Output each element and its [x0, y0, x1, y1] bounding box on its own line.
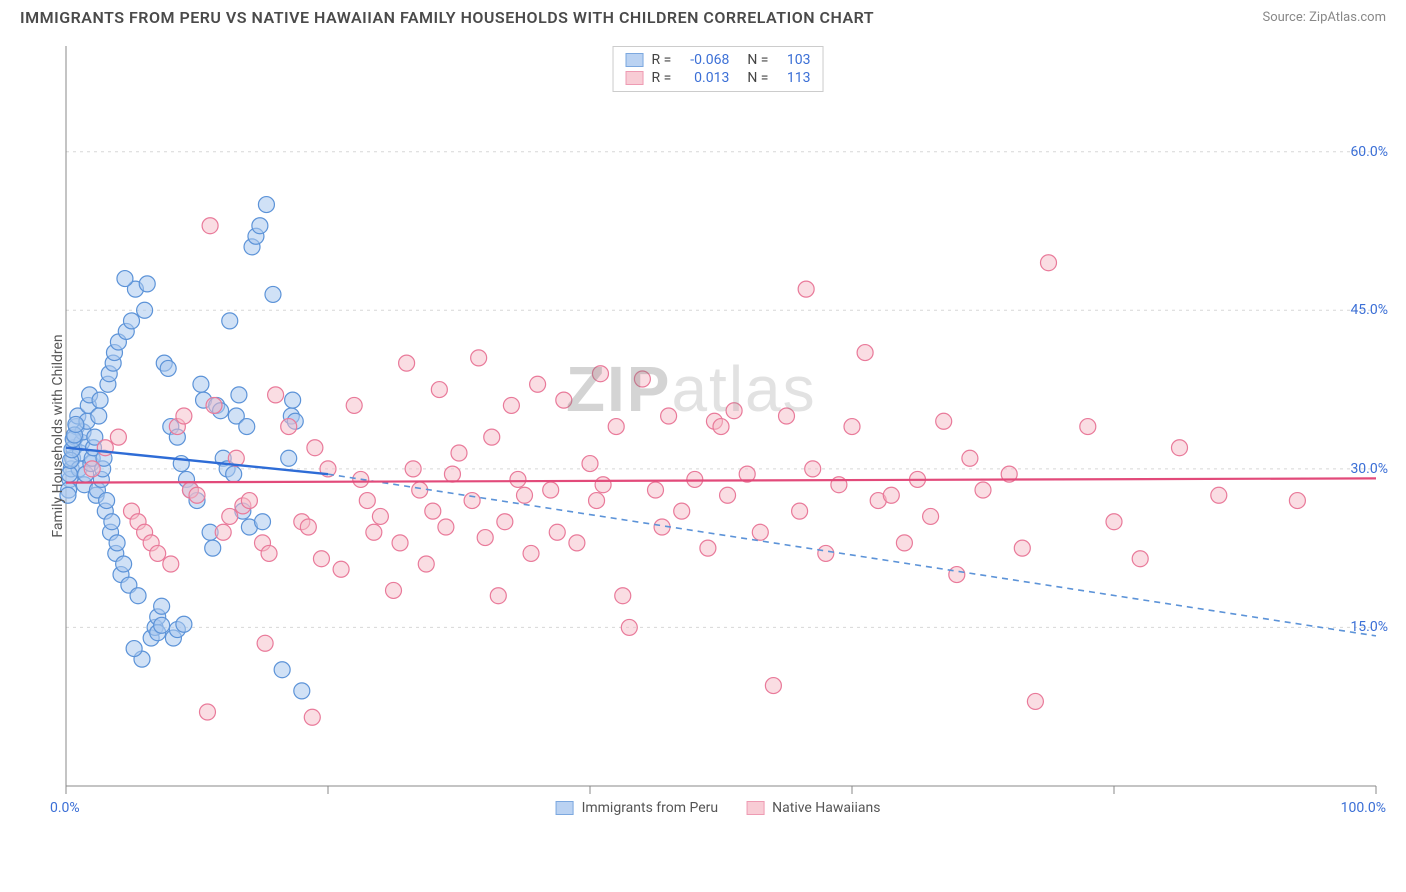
chart-title: IMMIGRANTS FROM PERU VS NATIVE HAWAIIAN …	[20, 8, 874, 27]
legend-item-hawaiians: Native Hawaiians	[746, 800, 880, 816]
header: IMMIGRANTS FROM PERU VS NATIVE HAWAIIAN …	[0, 0, 1406, 31]
n-value-hawaiians: 113	[776, 70, 810, 86]
legend-label-peru: Immigrants from Peru	[582, 800, 719, 816]
x-axis-max-label: 100.0%	[1341, 800, 1386, 816]
x-axis-min-label: 0.0%	[50, 800, 80, 816]
source-attribution: Source: ZipAtlas.com	[1262, 10, 1386, 25]
legend-swatch-hawaiians	[746, 801, 764, 815]
y-tick-label: 45.0%	[1350, 302, 1388, 318]
scatter-chart	[50, 46, 1386, 826]
y-tick-label: 60.0%	[1350, 144, 1388, 160]
y-axis-label: Family Households with Children	[50, 334, 66, 537]
bottom-legend: Immigrants from Peru Native Hawaiians	[556, 800, 881, 816]
y-tick-label: 30.0%	[1350, 461, 1388, 477]
legend-label-hawaiians: Native Hawaiians	[772, 800, 880, 816]
r-value-hawaiians: 0.013	[679, 70, 729, 86]
swatch-peru	[626, 53, 644, 67]
r-value-peru: -0.068	[679, 52, 729, 68]
n-label: N =	[747, 70, 768, 86]
r-label: R =	[652, 70, 672, 86]
stats-row-hawaiians: R = 0.013 N = 113	[626, 69, 811, 87]
stats-row-peru: R = -0.068 N = 103	[626, 51, 811, 69]
swatch-hawaiians	[626, 71, 644, 85]
n-label: N =	[747, 52, 768, 68]
y-tick-label: 15.0%	[1350, 619, 1388, 635]
legend-item-peru: Immigrants from Peru	[556, 800, 719, 816]
stats-legend-box: R = -0.068 N = 103 R = 0.013 N = 113	[613, 46, 824, 92]
legend-swatch-peru	[556, 801, 574, 815]
n-value-peru: 103	[776, 52, 810, 68]
chart-area: Family Households with Children ZIPatlas…	[50, 46, 1386, 826]
r-label: R =	[652, 52, 672, 68]
